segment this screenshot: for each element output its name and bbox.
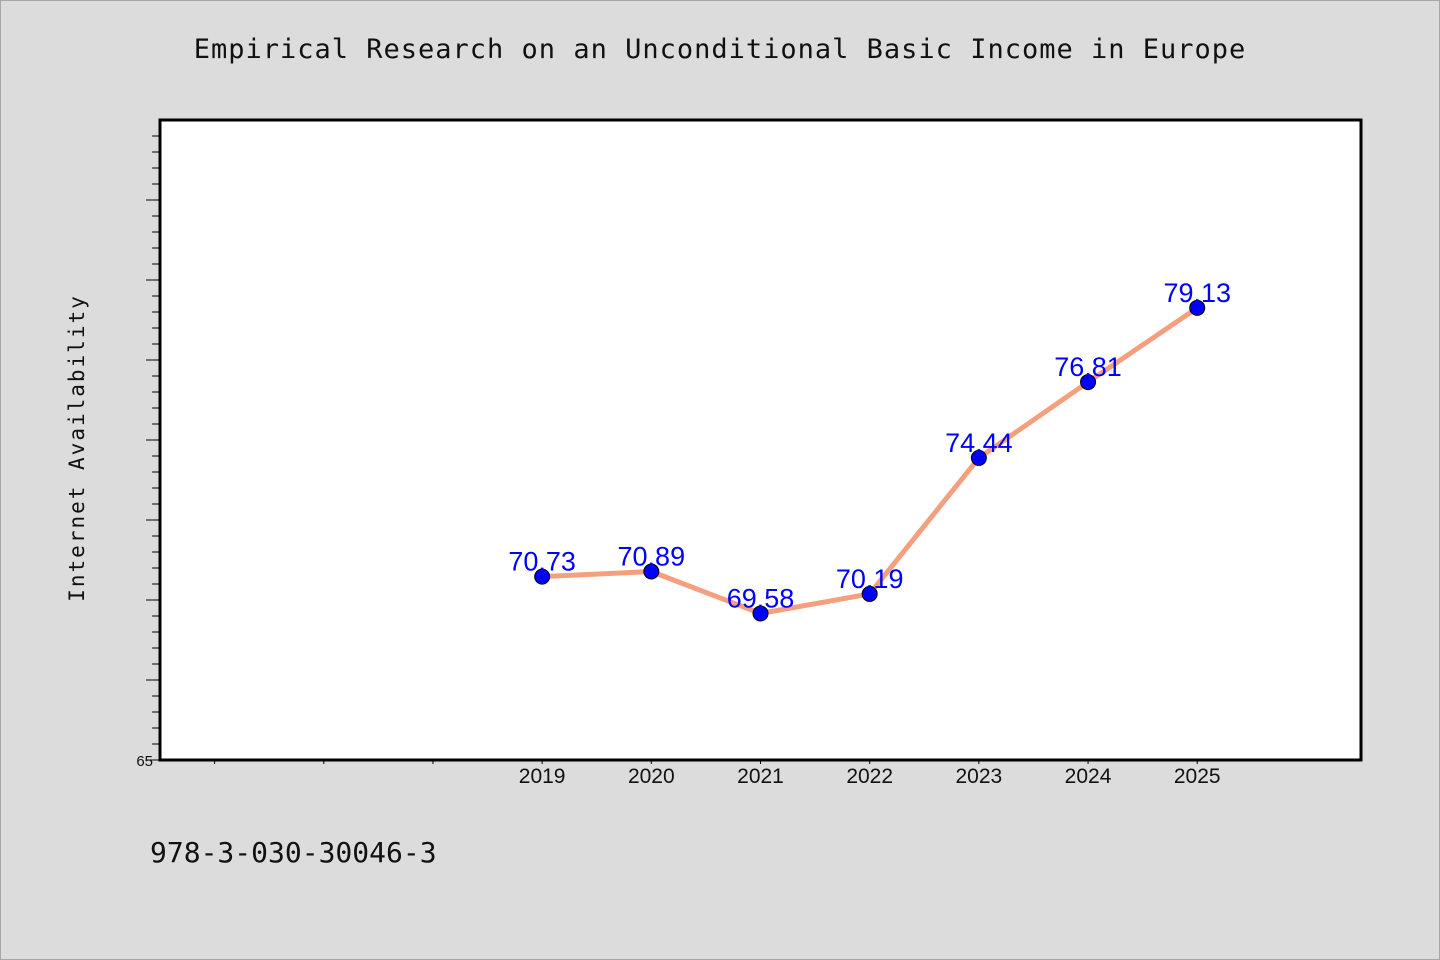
x-tick-labels: 2019 2020 2021 2022 2023 2024 2025 xyxy=(519,765,1221,788)
x-tick-label: 2022 xyxy=(846,765,893,788)
data-label: 76.81 xyxy=(1054,352,1122,382)
x-tick-label: 2024 xyxy=(1065,765,1112,788)
data-point xyxy=(1080,374,1097,391)
data-label: 70.19 xyxy=(836,564,904,594)
y-tick-label: 65 xyxy=(136,753,153,770)
data-point xyxy=(643,563,660,580)
isbn-text: 978-3-030-30046-3 xyxy=(150,836,437,869)
data-point xyxy=(752,605,769,622)
plot-area xyxy=(160,120,1361,760)
data-label: 74.44 xyxy=(945,428,1013,458)
data-label: 70.73 xyxy=(508,547,576,577)
data-point xyxy=(861,585,878,602)
x-tick-label: 2019 xyxy=(519,765,566,788)
series-group: 70.73 70.89 69.58 70.19 74.44 76.81 79.13 xyxy=(508,278,1231,622)
data-point xyxy=(970,449,987,466)
data-label: 69.58 xyxy=(727,583,795,613)
x-tick-label: 2023 xyxy=(956,765,1003,788)
y-tick-labels: 65 xyxy=(136,753,153,770)
data-point xyxy=(534,568,551,585)
x-tick-label: 2020 xyxy=(628,765,675,788)
x-tick-label: 2021 xyxy=(737,765,784,788)
data-point xyxy=(1189,299,1206,316)
data-label: 70.89 xyxy=(618,542,686,572)
plot-border xyxy=(158,118,1363,762)
chart-title: Empirical Research on an Unconditional B… xyxy=(193,34,1247,65)
x-tick-label: 2025 xyxy=(1174,765,1221,788)
data-label: 79.13 xyxy=(1163,278,1231,308)
